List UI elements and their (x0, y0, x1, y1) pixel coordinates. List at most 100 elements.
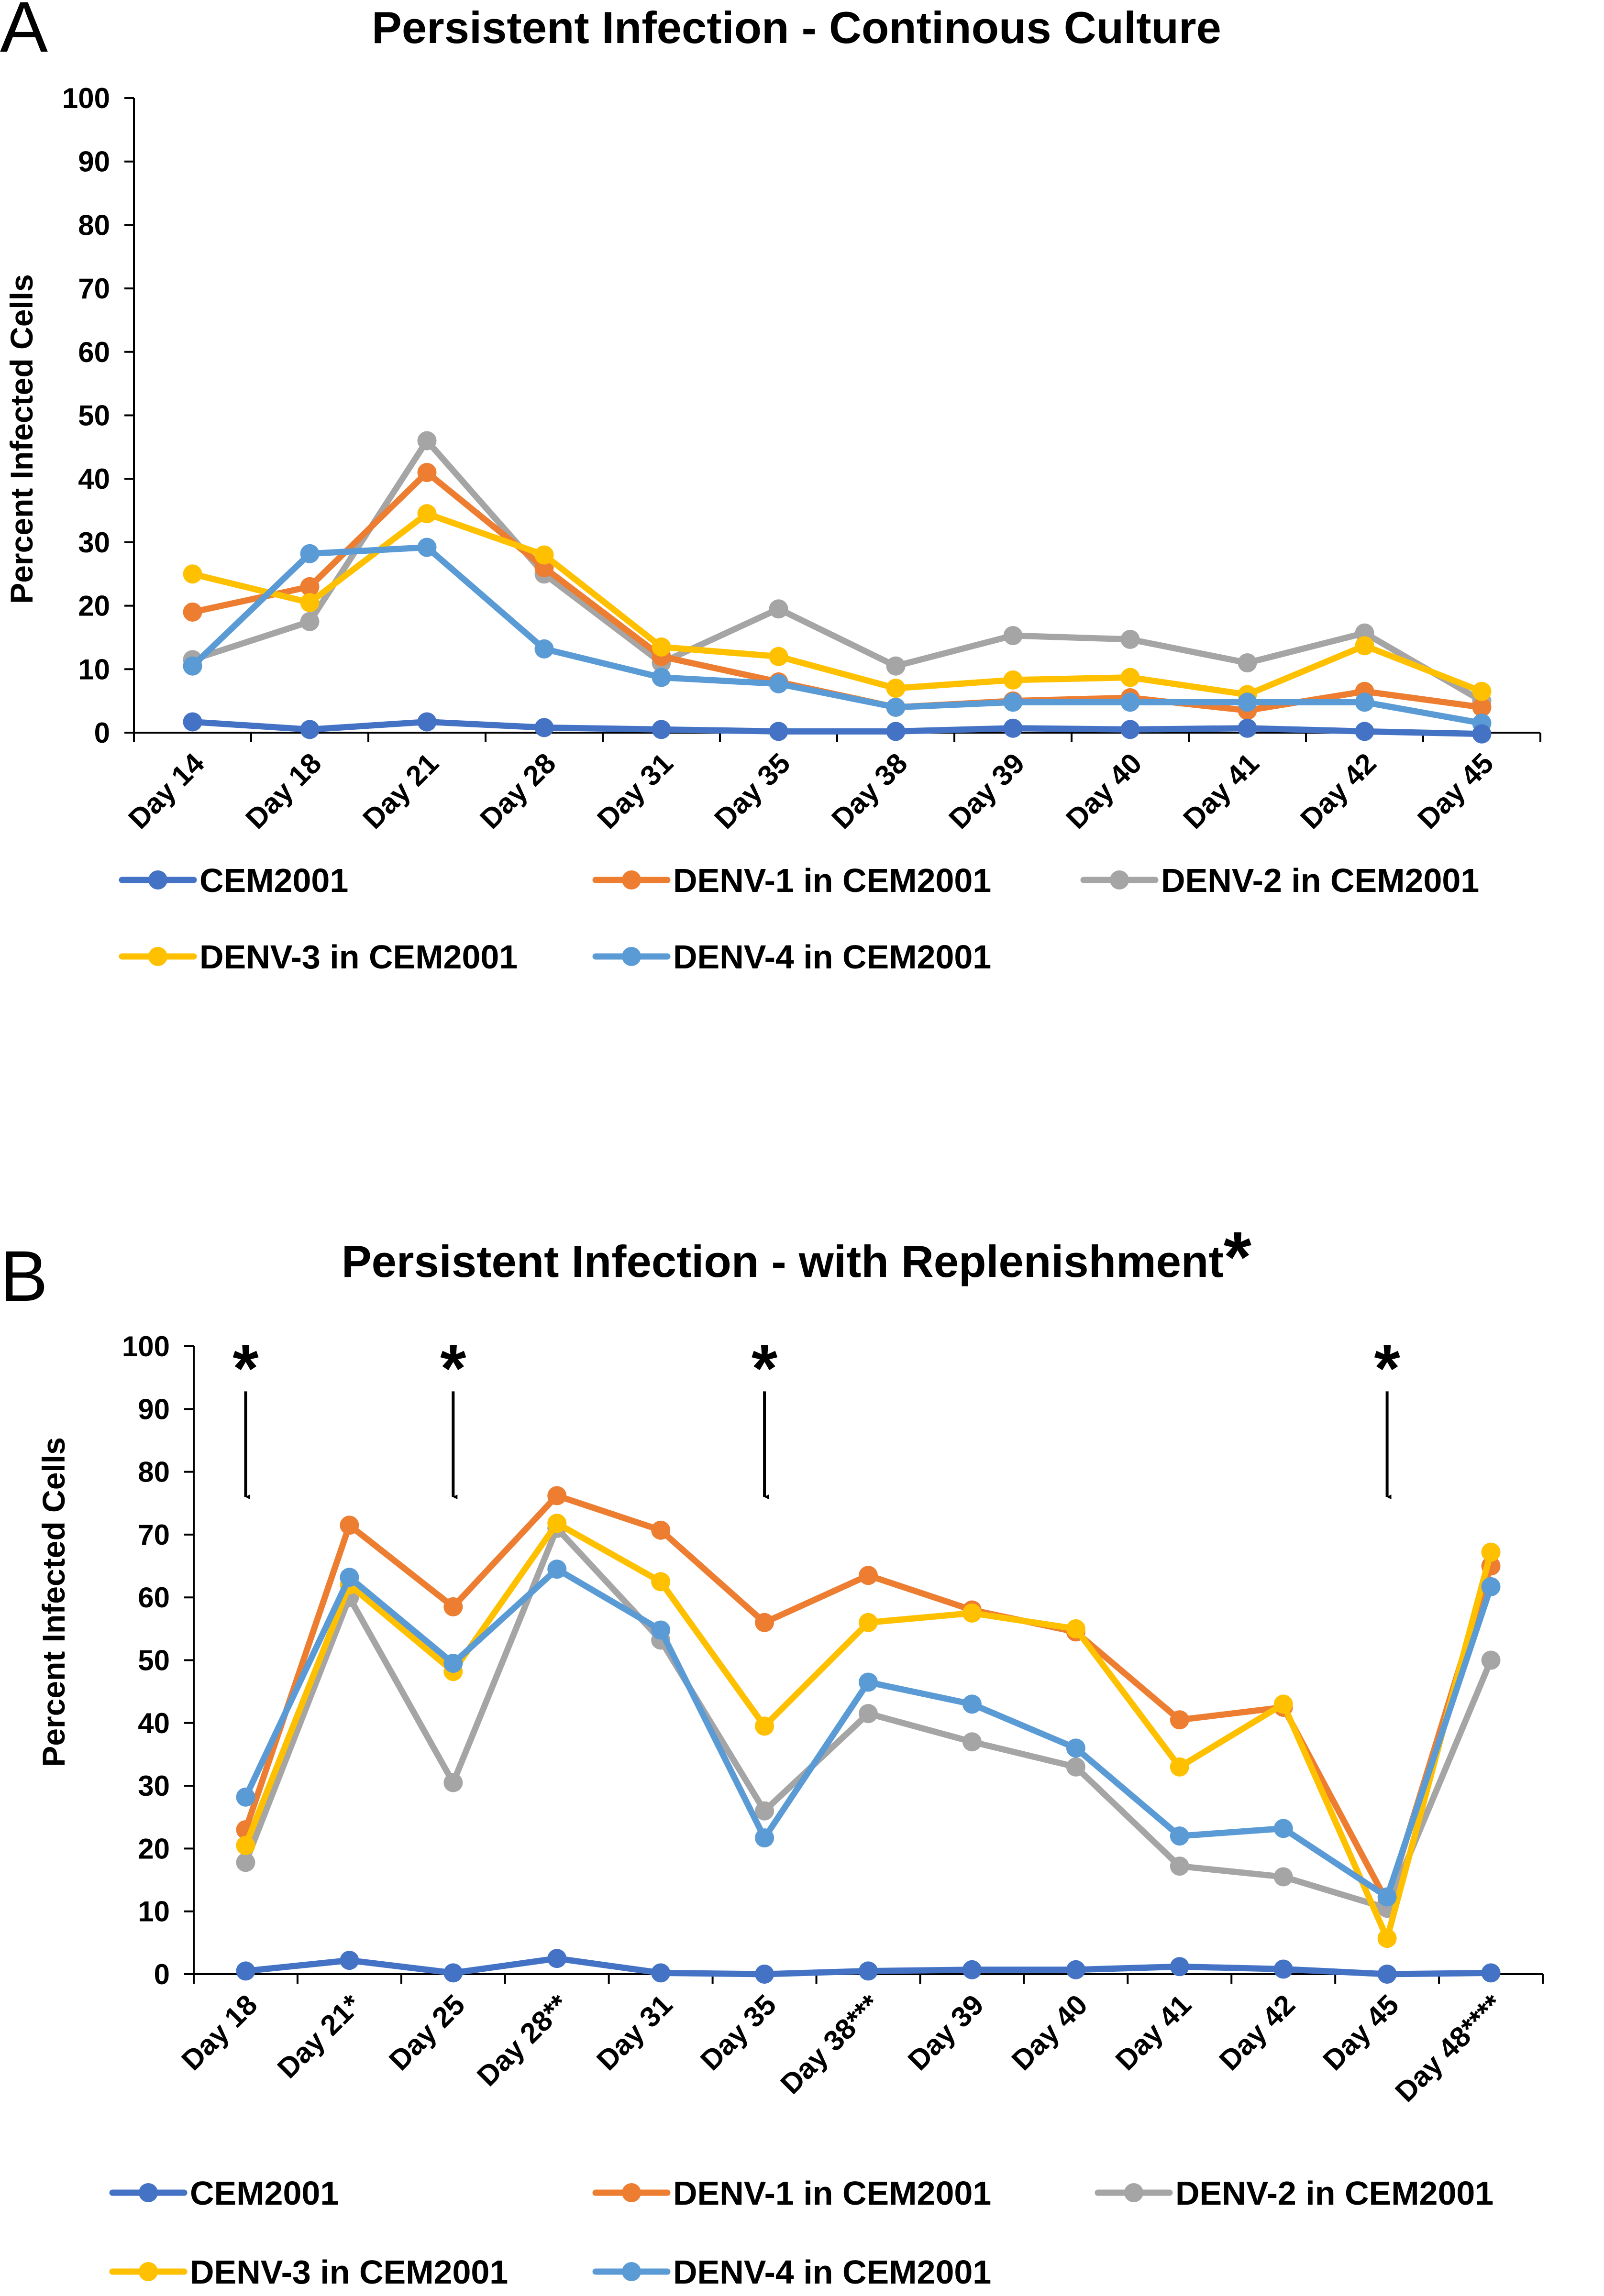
legend-swatch-marker (622, 947, 641, 966)
legend-swatch-marker (139, 2262, 158, 2281)
legend-item: DENV-2 in CEM2001 (1080, 862, 1479, 899)
data-point (534, 639, 554, 659)
x-tick-label: Day 18 (175, 1988, 263, 2076)
data-point (183, 712, 202, 732)
data-point (1472, 697, 1492, 717)
data-point (1170, 1826, 1189, 1846)
data-point (443, 1654, 463, 1673)
legend-swatch-marker (622, 870, 641, 890)
data-point (300, 577, 320, 596)
y-tick-label: 100 (122, 1330, 170, 1362)
x-tick-label: Day 31 (590, 1988, 678, 2076)
data-point (755, 1716, 774, 1736)
data-point (1472, 681, 1492, 701)
title-asterisk: * (1224, 1217, 1252, 1297)
replenishment-marker: * (1374, 1330, 1400, 1500)
data-point (1120, 629, 1140, 649)
series-cem2001 (183, 712, 1492, 744)
data-point (1355, 692, 1374, 712)
data-point (1066, 1738, 1085, 1758)
x-tick-label: Day 28 (474, 747, 562, 835)
data-point (769, 722, 788, 741)
x-tick-label: Day 41 (1109, 1988, 1197, 2076)
legend-label: DENV-1 in CEM2001 (673, 862, 991, 899)
data-point (1481, 1542, 1501, 1562)
series-denv-2-in-cem2001 (236, 1518, 1501, 1918)
data-point (769, 599, 788, 619)
data-point (1377, 1887, 1397, 1907)
data-point (651, 1620, 671, 1640)
data-point (651, 1963, 671, 1983)
series-line (242, 1520, 1494, 1942)
series-line (189, 718, 1485, 737)
x-tick-label: Day 45 (1317, 1988, 1405, 2076)
data-point (1066, 1960, 1085, 1979)
legend-swatch-marker (622, 2262, 641, 2281)
data-point (183, 602, 202, 622)
data-point (962, 1694, 982, 1714)
y-axis-ticks: 0 10 20 30 40 50 60 70 80 90 100 (62, 82, 134, 749)
data-point (1120, 692, 1140, 712)
data-point (340, 1568, 359, 1587)
data-point (547, 1486, 567, 1505)
legend-label: DENV-4 in CEM2001 (673, 938, 991, 976)
data-point (547, 1514, 567, 1533)
x-axis-ticks: Day 14 Day 18 Day 21 Day 28 Day 31 Day 35 Day … (122, 733, 1541, 835)
x-tick-label: Day 21 (357, 747, 445, 835)
data-point (652, 668, 671, 687)
data-point (962, 1732, 982, 1752)
data-point (755, 1801, 774, 1821)
y-tick-label: 90 (78, 146, 110, 178)
x-tick-label: Day 48**** (1389, 1988, 1509, 2108)
y-axis-ticks: 0 10 20 30 40 50 60 70 80 90 100 (122, 1330, 194, 1990)
data-point (1238, 653, 1257, 673)
series-denv-4-in-cem2001 (236, 1560, 1501, 1907)
data-point (1472, 724, 1492, 744)
series-layer (236, 1486, 1501, 1984)
data-point (886, 679, 906, 698)
series-line (189, 510, 1485, 698)
series-denv-1-in-cem2001 (183, 462, 1492, 720)
data-point (340, 1951, 359, 1970)
y-tick-label: 60 (78, 336, 110, 368)
data-point (340, 1516, 359, 1535)
data-point (443, 1597, 463, 1616)
replenishment-marker: * (440, 1330, 466, 1500)
data-point (859, 1961, 878, 1981)
legend-item: DENV-4 in CEM2001 (592, 2253, 991, 2291)
legend-item: DENV-3 in CEM2001 (109, 2253, 508, 2291)
series-cem2001 (236, 1949, 1501, 1984)
replenishment-marker: * (752, 1330, 778, 1500)
data-point (300, 593, 320, 612)
data-point (1170, 1857, 1189, 1876)
legend-item: DENV-1 in CEM2001 (592, 862, 991, 899)
y-axis-label: Percent Infected Cells (4, 274, 39, 604)
panel-letter-a: A (0, 0, 48, 67)
data-point (417, 504, 437, 524)
legend-label: DENV-3 in CEM2001 (190, 2253, 508, 2291)
data-point (1481, 1963, 1501, 1983)
data-point (1003, 718, 1023, 738)
panel-letter-b: B (0, 1236, 48, 1316)
x-tick-label: Day 39 (943, 747, 1031, 835)
data-point (547, 1949, 567, 1968)
data-point (962, 1960, 982, 1979)
x-tick-label: Day 40 (1006, 1988, 1094, 2076)
y-tick-label: 50 (138, 1645, 170, 1677)
series-denv-2-in-cem2001 (183, 431, 1492, 711)
data-point (1003, 692, 1023, 712)
legend: CEM2001 DENV-1 in CEM2001 DENV-2 in CEM200… (119, 862, 1479, 976)
y-tick-label: 70 (78, 273, 110, 305)
data-point (1273, 1959, 1293, 1979)
legend-label: CEM2001 (199, 862, 348, 899)
data-point (886, 722, 906, 741)
data-point (417, 462, 437, 482)
x-tick-label: Day 42 (1213, 1988, 1301, 2076)
data-point (769, 647, 788, 666)
panel-a: A Persistent Infection - Continous Cultu… (0, 0, 1541, 976)
data-point (651, 1572, 671, 1592)
x-tick-label: Day 42 (1294, 747, 1383, 835)
legend-swatch-marker (1124, 2183, 1143, 2202)
data-point (547, 1560, 567, 1579)
chart-title: Persistent Infection - Continous Culture (372, 2, 1221, 53)
